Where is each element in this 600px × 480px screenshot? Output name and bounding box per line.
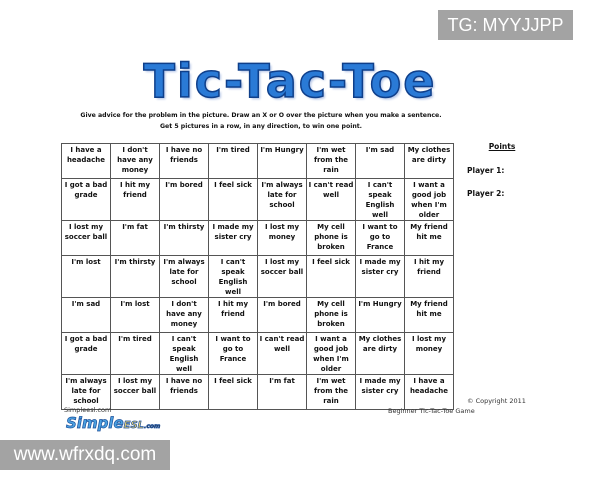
grid-cell: I can't speak English well — [208, 255, 258, 298]
grid-cell: I got a bad grade — [61, 178, 111, 221]
grid-cell: I have no friends — [159, 143, 209, 179]
grid-cell: I don't have any money — [110, 143, 160, 179]
grid-cell: I'm always late for school — [61, 374, 111, 410]
grid-row: I got a bad grade I hit my friend I'm bore… — [61, 178, 454, 221]
grid-cell: My cell phone is broken — [306, 220, 356, 256]
grid-cell: I hit my friend — [208, 297, 258, 333]
grid-cell: My clothes are dirty — [355, 332, 405, 375]
grid-row: I'm lost I'm thirsty I'm always late for s… — [61, 255, 454, 298]
grid-cell: My cell phone is broken — [306, 297, 356, 333]
grid-cell: I don't have any money — [159, 297, 209, 333]
grid-cell: I'm sad — [61, 297, 111, 333]
grid-cell: I lost my soccer ball — [110, 374, 160, 410]
grid-cell: I'm tired — [110, 332, 160, 375]
grid-cell: I'm wet from the rain — [306, 143, 356, 179]
grid-cell: I can't read well — [257, 332, 307, 375]
grid-cell: I feel sick — [306, 255, 356, 298]
grid-cell: I'm thirsty — [110, 255, 160, 298]
footer-game-title: Beginner Tic-Tac-Toe Game — [388, 407, 475, 415]
grid-cell: I made my sister cry — [355, 374, 405, 410]
grid-cell: I'm always late for school — [257, 178, 307, 221]
instruction-line-1: Give advice for the problem in the pictu… — [80, 112, 442, 119]
grid-cell: I'm Hungry — [257, 143, 307, 179]
grid-cell: I'm bored — [257, 297, 307, 333]
page-title: Tic-Tac-Toe — [143, 53, 437, 109]
grid-cell: I'm Hungry — [355, 297, 405, 333]
grid-cell: I feel sick — [208, 178, 258, 221]
grid-cell: I'm fat — [110, 220, 160, 256]
logo-suffix: .com — [144, 423, 161, 431]
instruction-line-2: Get 5 pictures in a row, in any directio… — [159, 123, 363, 130]
watermark-bottom: www.wfrxdq.com — [0, 440, 170, 470]
grid-cell: I want to go to France — [355, 220, 405, 256]
tic-tac-toe-grid: I have a headache I don't have any money I… — [61, 143, 454, 410]
grid-cell: I can't read well — [306, 178, 356, 221]
grid-cell: I made my sister cry — [208, 220, 258, 256]
grid-cell: I'm always late for school — [159, 255, 209, 298]
grid-cell: My friend hit me — [404, 220, 454, 256]
grid-cell: I hit my friend — [110, 178, 160, 221]
grid-cell: I got a bad grade — [61, 332, 111, 375]
player-2-label: Player 2: — [467, 189, 505, 198]
grid-cell: I have no friends — [159, 374, 209, 410]
grid-cell: I lost my money — [404, 332, 454, 375]
grid-cell: I'm sad — [355, 143, 405, 179]
grid-cell: I hit my friend — [404, 255, 454, 298]
grid-row: I got a bad grade I'm tired I can't speak … — [61, 332, 454, 375]
grid-cell: I made my sister cry — [355, 255, 405, 298]
grid-cell: I want a good job when I'm older — [306, 332, 356, 375]
grid-row: I'm always late for school I lost my socc… — [61, 374, 454, 410]
logo-accent: ESL — [123, 420, 145, 432]
points-heading: Points — [488, 142, 516, 151]
simpleesl-logo: SimpleESL.com — [66, 414, 161, 433]
grid-cell: I'm lost — [110, 297, 160, 333]
grid-cell: I lost my soccer ball — [257, 255, 307, 298]
grid-row: I'm sad I'm lost I don't have any money I h… — [61, 297, 454, 333]
grid-cell: I'm wet from the rain — [306, 374, 356, 410]
site-name: Simpleesl.com — [64, 406, 112, 414]
grid-cell: I want to go to France — [208, 332, 258, 375]
grid-row: I lost my soccer ball I'm fat I'm thirsty I… — [61, 220, 454, 256]
logo-main: Simple — [66, 414, 124, 433]
copyright: © Copyright 2011 — [467, 397, 526, 405]
grid-cell: I'm bored — [159, 178, 209, 221]
grid-cell: My friend hit me — [404, 297, 454, 333]
grid-cell: I feel sick — [208, 374, 258, 410]
grid-cell: My clothes are dirty — [404, 143, 454, 179]
grid-cell: I have a headache — [61, 143, 111, 179]
grid-cell: I'm tired — [208, 143, 258, 179]
grid-cell: I can't speak English well — [159, 332, 209, 375]
grid-cell: I want a good job when I'm older — [404, 178, 454, 221]
player-1-label: Player 1: — [467, 166, 505, 175]
grid-cell: I have a headache — [404, 374, 454, 410]
grid-cell: I can't speak English well — [355, 178, 405, 221]
grid-row: I have a headache I don't have any money I… — [61, 143, 454, 179]
watermark-top: TG: MYYJJPP — [438, 10, 573, 40]
grid-cell: I lost my soccer ball — [61, 220, 111, 256]
grid-cell: I lost my money — [257, 220, 307, 256]
grid-cell: I'm fat — [257, 374, 307, 410]
grid-cell: I'm lost — [61, 255, 111, 298]
grid-cell: I'm thirsty — [159, 220, 209, 256]
